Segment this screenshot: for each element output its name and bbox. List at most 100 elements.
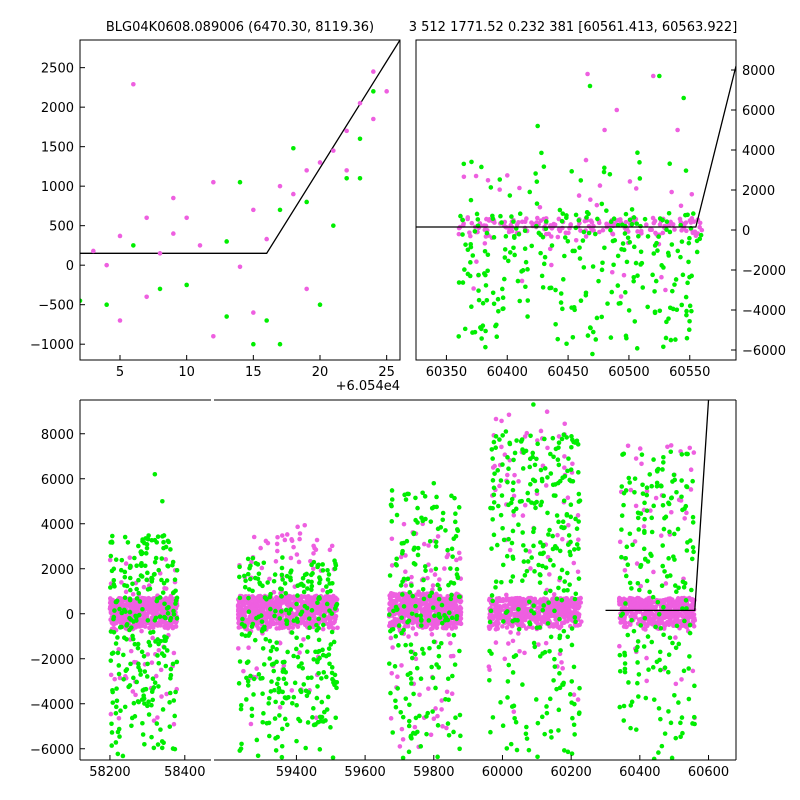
data-point (159, 556, 165, 561)
data-point (517, 499, 523, 504)
data-point (559, 660, 564, 665)
data-point (524, 568, 530, 574)
data-point (304, 571, 309, 577)
data-point (155, 596, 160, 602)
data-point (483, 328, 488, 334)
data-point (476, 297, 482, 303)
data-point (669, 189, 674, 195)
data-point (604, 208, 609, 213)
data-point (236, 617, 242, 623)
data-point (314, 695, 320, 701)
data-point (246, 600, 252, 606)
data-point (456, 334, 462, 339)
data-point (286, 596, 291, 601)
data-point (490, 505, 495, 511)
data-point (657, 308, 663, 314)
data-point (409, 611, 415, 616)
data-point (462, 326, 468, 332)
data-point (670, 222, 676, 227)
data-point (648, 610, 654, 616)
data-point (650, 594, 656, 600)
data-point (171, 721, 177, 727)
data-point (301, 619, 307, 625)
data-point (474, 211, 480, 217)
data-point (135, 641, 141, 647)
data-point (335, 625, 340, 631)
data-point (448, 596, 454, 602)
data-point (529, 243, 535, 249)
data-point (371, 69, 376, 74)
data-point (627, 239, 633, 245)
data-point (325, 694, 331, 700)
y-tick-label: 6000 (41, 473, 74, 488)
data-point (314, 537, 320, 543)
data-point (320, 587, 326, 593)
data-point (150, 697, 156, 703)
data-point (584, 215, 589, 220)
data-point (423, 624, 429, 630)
data-point (576, 537, 581, 542)
data-point (646, 605, 651, 611)
data-point (315, 684, 320, 689)
data-point (626, 308, 632, 313)
data-point (544, 409, 550, 415)
data-point (277, 207, 283, 213)
data-point (137, 624, 143, 629)
data-point (573, 619, 578, 625)
data-point (437, 577, 442, 582)
data-point (246, 645, 251, 651)
data-point (619, 554, 624, 560)
data-point (532, 644, 538, 650)
data-point (455, 575, 461, 581)
data-point (555, 234, 561, 240)
data-point (160, 590, 166, 595)
data-point (635, 660, 640, 665)
data-point (280, 659, 286, 665)
data-point (599, 267, 605, 273)
data-point (638, 511, 644, 516)
data-point (136, 543, 141, 549)
data-point (483, 344, 488, 350)
data-point (317, 302, 323, 307)
data-point (590, 264, 596, 269)
data-point (535, 754, 540, 760)
data-point (395, 686, 400, 691)
data-point (545, 445, 550, 451)
data-point (504, 173, 510, 178)
y-tick-label: 1000 (41, 180, 74, 195)
data-point (332, 672, 338, 678)
data-point (504, 592, 509, 598)
data-point (666, 210, 672, 216)
data-point (551, 592, 557, 597)
data-point (433, 566, 439, 572)
data-point (520, 466, 526, 471)
data-point (127, 555, 133, 560)
data-point (271, 589, 277, 595)
data-point (161, 533, 167, 538)
data-point (678, 734, 683, 740)
data-point (487, 614, 493, 619)
data-point (684, 606, 689, 611)
data-point (436, 644, 442, 650)
data-point (535, 441, 540, 447)
data-point (237, 179, 243, 185)
data-point (501, 276, 507, 282)
data-point (430, 605, 436, 611)
data-point (468, 260, 473, 265)
data-point (672, 227, 677, 232)
data-point (323, 718, 328, 723)
data-point (245, 678, 251, 684)
data-point (583, 293, 589, 298)
data-point (572, 732, 577, 737)
data-point (649, 620, 655, 626)
data-point (644, 655, 649, 661)
data-point (330, 755, 336, 760)
data-point (525, 559, 531, 564)
data-point (548, 588, 553, 594)
data-point (539, 273, 545, 279)
data-point (482, 227, 488, 233)
data-point (405, 600, 411, 605)
data-point (276, 685, 282, 691)
data-point (626, 475, 632, 481)
data-point (411, 547, 417, 552)
